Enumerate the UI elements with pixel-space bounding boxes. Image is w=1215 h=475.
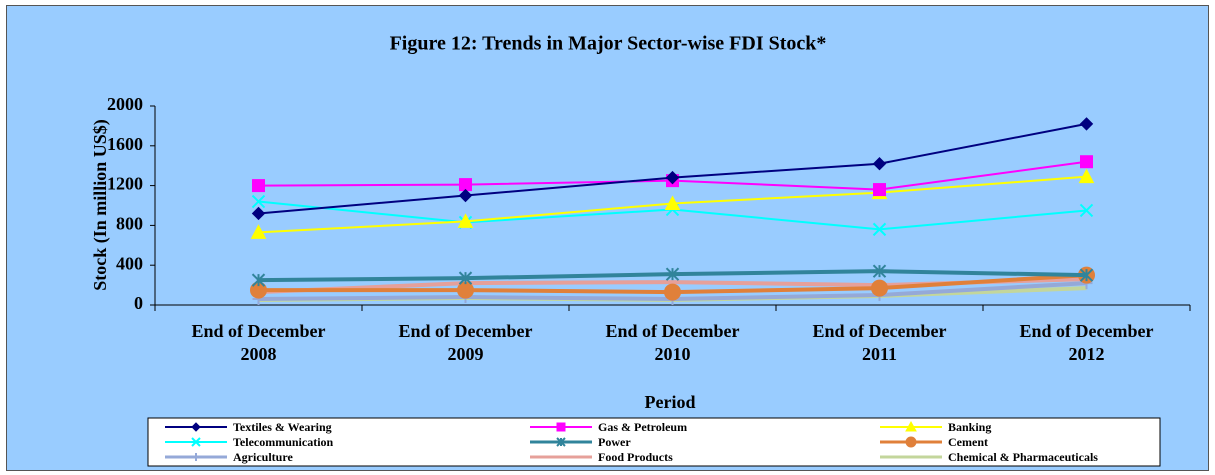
legend-label: Food Products [598, 450, 673, 464]
legend-marker [556, 422, 566, 432]
legend-marker [191, 422, 201, 432]
marker [458, 271, 473, 285]
marker [872, 264, 887, 278]
marker [664, 195, 681, 211]
legend-marker [556, 437, 566, 447]
y-tick-label: 1200 [107, 174, 143, 194]
marker [250, 224, 267, 239]
y-tick-label: 400 [116, 253, 143, 273]
legend-label: Agriculture [233, 450, 293, 464]
marker [251, 194, 266, 209]
legend-marker [905, 420, 917, 432]
marker [1078, 168, 1095, 184]
x-tick-label: End of December 2012 [1019, 321, 1154, 364]
legend-label: Textiles & Wearing [233, 420, 332, 434]
marker [1079, 268, 1094, 282]
marker [872, 157, 887, 171]
legend-label: Telecommunication [233, 435, 334, 449]
marker [1079, 203, 1094, 218]
legend-label: Gas & Petroleum [598, 420, 687, 434]
legend-label: Cement [948, 435, 988, 449]
marker [873, 183, 886, 197]
legend-label: Banking [948, 420, 991, 434]
y-axis-label: Stock (In million US$) [90, 119, 111, 291]
x-tick-label: End of December 2009 [398, 321, 533, 364]
marker [665, 170, 680, 185]
legend-label: Chemical & Pharmaceuticals [948, 450, 1098, 464]
y-tick-label: 0 [134, 293, 143, 313]
marker [872, 222, 887, 237]
marker [665, 267, 680, 281]
legend-marker [191, 437, 201, 447]
marker [664, 283, 681, 301]
x-tick-label: End of December 2008 [191, 321, 326, 364]
x-axis-label: Period [645, 392, 696, 412]
y-tick-label: 2000 [107, 94, 143, 114]
marker [1080, 155, 1093, 169]
x-tick-label: End of December 2011 [812, 321, 947, 364]
marker [871, 279, 888, 297]
marker [457, 213, 474, 228]
legend-marker [905, 436, 917, 448]
chart-title: Figure 12: Trends in Major Sector-wise F… [390, 33, 827, 55]
x-tick-label: End of December 2010 [605, 321, 740, 364]
legend-marker [192, 453, 200, 461]
legend-label: Power [598, 435, 631, 449]
marker [251, 206, 266, 221]
marker [252, 179, 265, 193]
legend-box [147, 417, 1161, 467]
chart-frame [6, 5, 1209, 471]
y-tick-label: 800 [116, 214, 143, 234]
marker [1079, 117, 1094, 131]
marker [458, 188, 473, 203]
marker [459, 178, 472, 192]
y-tick-label: 1600 [107, 134, 143, 154]
marker [251, 273, 266, 287]
